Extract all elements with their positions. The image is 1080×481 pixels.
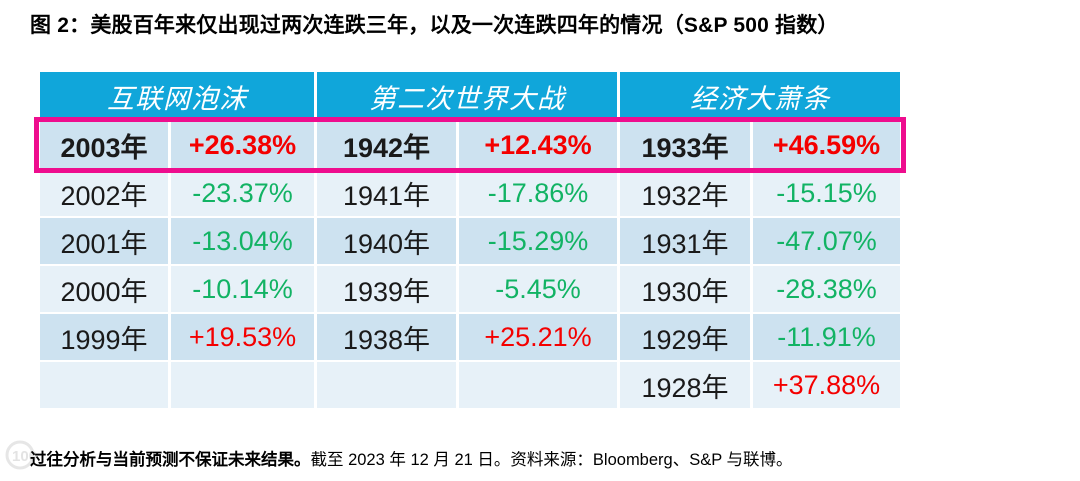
year-cell bbox=[40, 362, 168, 408]
return-pct-cell: -15.29% bbox=[459, 218, 617, 264]
table-row: 2001年 -13.04% 1940年 -15.29% 1931年 -47.07% bbox=[40, 218, 900, 264]
year-cell: 1940年 bbox=[317, 218, 456, 264]
year-cell bbox=[317, 362, 456, 408]
return-pct-cell: +37.88% bbox=[753, 362, 900, 408]
year-cell: 1942年 bbox=[317, 122, 456, 168]
year-cell: 1933年 bbox=[620, 122, 750, 168]
return-pct-cell: -10.14% bbox=[171, 266, 314, 312]
figure-title: 图 2：美股百年来仅出现过两次连跌三年，以及一次连跌四年的情况（S&P 500 … bbox=[30, 14, 839, 37]
disclaimer-text: 过往分析与当前预测不保证未来结果。 bbox=[30, 451, 311, 469]
return-pct-cell bbox=[171, 362, 314, 408]
return-pct-cell: -47.07% bbox=[753, 218, 900, 264]
return-pct-cell bbox=[459, 362, 617, 408]
return-pct-cell: -23.37% bbox=[171, 170, 314, 216]
year-cell: 2003年 bbox=[40, 122, 168, 168]
returns-table: 互联网泡沫 第二次世界大战 经济大萧条 2003年 +26.38% 1942年 +12… bbox=[40, 72, 900, 408]
table-row: 2002年 -23.37% 1941年 -17.86% 1932年 -15.15% bbox=[40, 170, 900, 216]
year-cell: 1939年 bbox=[317, 266, 456, 312]
return-pct-cell: -15.15% bbox=[753, 170, 900, 216]
table-row: 2000年 -10.14% 1939年 -5.45% 1930年 -28.38% bbox=[40, 266, 900, 312]
year-cell: 2002年 bbox=[40, 170, 168, 216]
year-cell: 1941年 bbox=[317, 170, 456, 216]
table-row: 2003年 +26.38% 1942年 +12.43% 1933年 +46.59% bbox=[40, 122, 900, 168]
source-text: 截至 2023 年 12 月 21 日。资料来源：Bloomberg、S&P 与… bbox=[310, 451, 793, 469]
return-pct-cell: +26.38% bbox=[171, 122, 314, 168]
return-pct-cell: -17.86% bbox=[459, 170, 617, 216]
table-row: 1928年 +37.88% bbox=[40, 362, 900, 408]
table-row: 1999年 +19.53% 1938年 +25.21% 1929年 -11.91% bbox=[40, 314, 900, 360]
header-great-depression: 经济大萧条 bbox=[620, 72, 900, 120]
year-cell: 1938年 bbox=[317, 314, 456, 360]
year-cell: 1929年 bbox=[620, 314, 750, 360]
return-pct-cell: +12.43% bbox=[459, 122, 617, 168]
header-world-war-2: 第二次世界大战 bbox=[317, 72, 617, 120]
table-header: 互联网泡沫 第二次世界大战 经济大萧条 bbox=[40, 72, 900, 120]
year-cell: 1931年 bbox=[620, 218, 750, 264]
return-pct-cell: +25.21% bbox=[459, 314, 617, 360]
return-pct-cell: +19.53% bbox=[171, 314, 314, 360]
year-cell: 1930年 bbox=[620, 266, 750, 312]
year-cell: 1928年 bbox=[620, 362, 750, 408]
return-pct-cell: -13.04% bbox=[171, 218, 314, 264]
return-pct-cell: -11.91% bbox=[753, 314, 900, 360]
return-pct-cell: -5.45% bbox=[459, 266, 617, 312]
year-cell: 1999年 bbox=[40, 314, 168, 360]
header-dotcom-bubble: 互联网泡沫 bbox=[40, 72, 314, 120]
year-cell: 2000年 bbox=[40, 266, 168, 312]
year-cell: 2001年 bbox=[40, 218, 168, 264]
return-pct-cell: -28.38% bbox=[753, 266, 900, 312]
table-rows: 2003年 +26.38% 1942年 +12.43% 1933年 +46.59% 2002… bbox=[40, 122, 900, 408]
year-cell: 1932年 bbox=[620, 170, 750, 216]
source-note: 过往分析与当前预测不保证未来结果。截至 2023 年 12 月 21 日。资料来… bbox=[30, 446, 793, 470]
return-pct-cell: +46.59% bbox=[753, 122, 900, 168]
